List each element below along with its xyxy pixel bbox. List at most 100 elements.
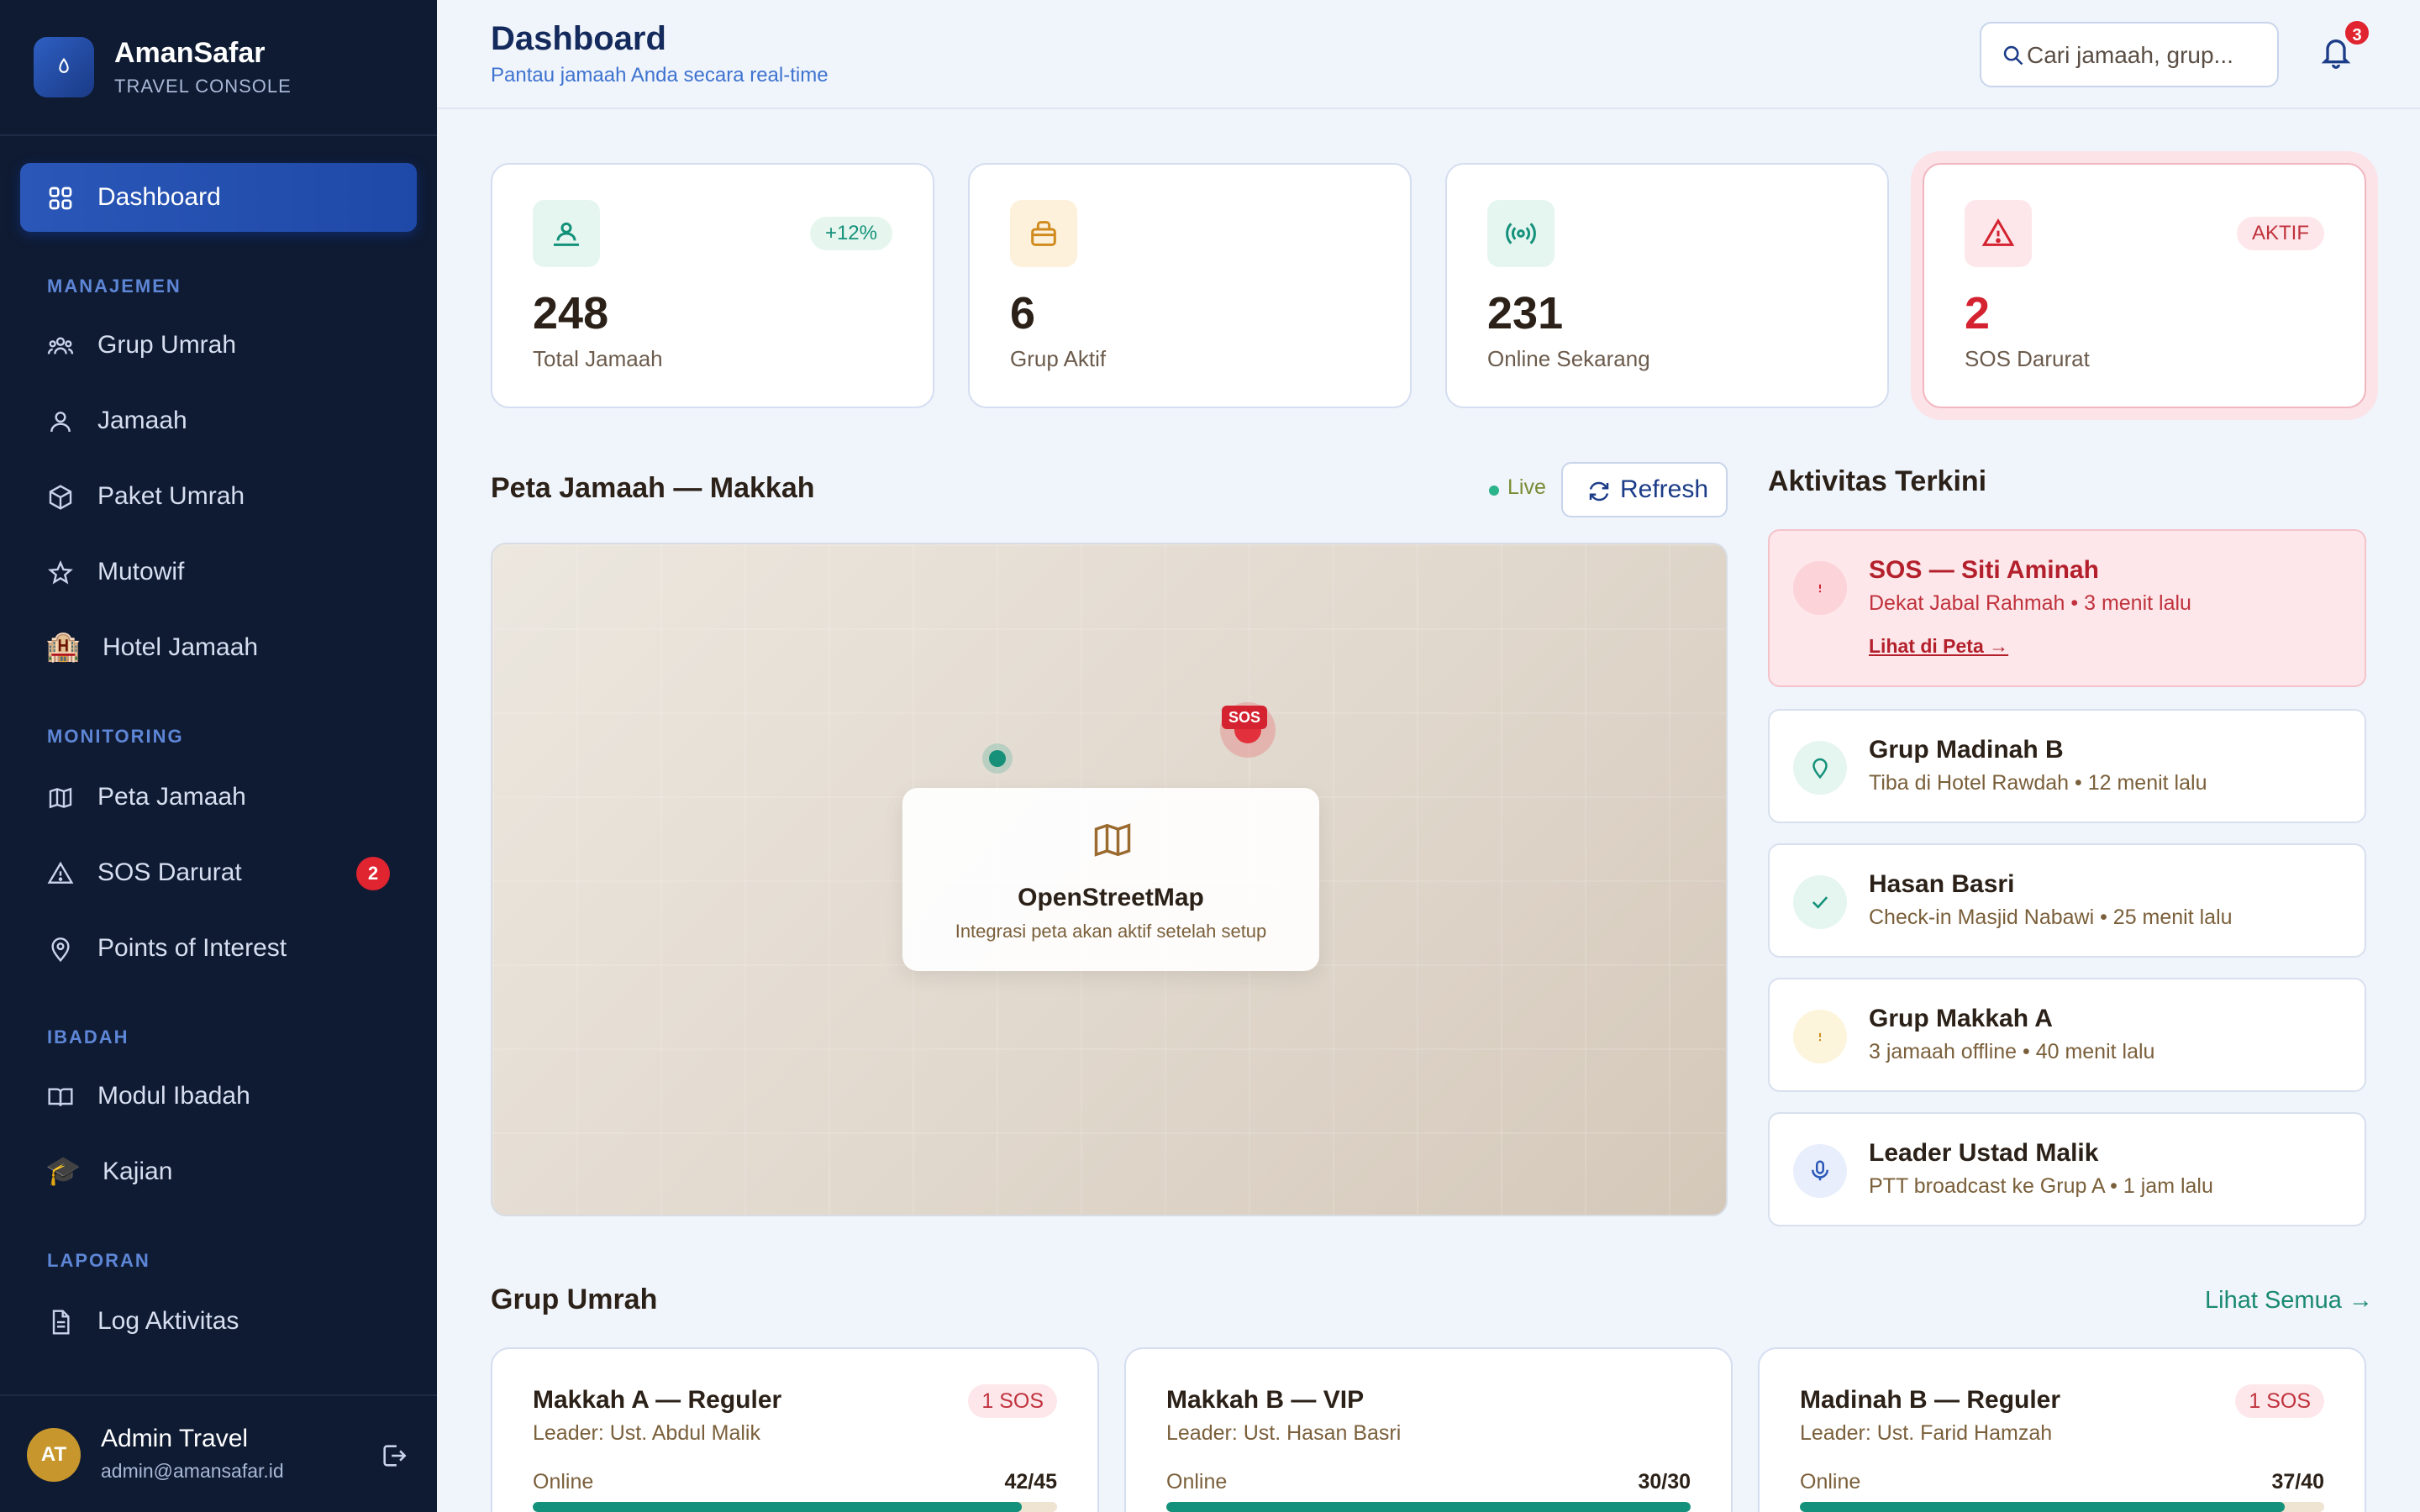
online-progress-fill (1800, 1502, 2286, 1512)
stat-label: Grup Aktif (1010, 346, 1107, 371)
sidebar-item-label: Mutowif (97, 558, 185, 585)
sidebar-item-label: Hotel Jamaah (103, 633, 259, 661)
activity-subtitle: Tiba di Hotel Rawdah • 12 menit lalu (1869, 771, 2207, 795)
group-card[interactable]: Makkah A — Reguler Leader: Ust. Abdul Ma… (491, 1347, 1099, 1512)
sidebar-item-points-of-interest[interactable]: Points of Interest (20, 914, 417, 983)
brand-title: AmanSafar (114, 37, 266, 69)
activity-subtitle: Dekat Jabal Rahmah • 3 menit lalu (1869, 591, 2191, 615)
online-progress-bar (1166, 1502, 1691, 1512)
search-box[interactable] (1980, 22, 2279, 87)
microphone-icon (1793, 1144, 1847, 1198)
document-icon (47, 1309, 74, 1336)
map-card-subtitle: Integrasi peta akan aktif setelah setup (955, 921, 1267, 942)
bell-icon[interactable] (2319, 34, 2353, 71)
stat-card-total-jamaah[interactable]: +12% 248 Total Jamaah (491, 163, 934, 408)
stat-value: 2 (1965, 288, 1991, 339)
stat-card-sos-darurat[interactable]: AKTIF 2 SOS Darurat (1923, 163, 2366, 408)
group-card[interactable]: Makkah B — VIP Leader: Ust. Hasan Basri … (1124, 1347, 1733, 1512)
sidebar-item-sos-darurat[interactable]: SOS Darurat 2 (20, 838, 417, 907)
map-icon (1091, 818, 1134, 862)
sidebar-item-peta-jamaah[interactable]: Peta Jamaah (20, 763, 417, 832)
bag-icon (1010, 200, 1077, 267)
page-subtitle: Pantau jamaah Anda secara real-time (491, 64, 829, 87)
search-input[interactable] (2027, 35, 2270, 76)
user-icon (47, 408, 74, 435)
location-pin-icon (47, 936, 74, 963)
brand[interactable]: AmanSafar TRAVEL CONSOLE (34, 37, 403, 99)
sidebar-item-kajian[interactable]: 🎓 Kajian (20, 1137, 417, 1206)
brand-logo-icon (34, 37, 94, 97)
stat-label: SOS Darurat (1965, 346, 2090, 371)
sidebar-item-label: Log Aktivitas (97, 1307, 239, 1335)
sidebar-item-label: SOS Darurat (97, 858, 242, 886)
sidebar-item-hotel-jamaah[interactable]: 🏨 Hotel Jamaah (20, 613, 417, 682)
sidebar-item-mutowif[interactable]: Mutowif (20, 538, 417, 606)
online-label: Online (1800, 1470, 1861, 1494)
sidebar: AmanSafar TRAVEL CONSOLE Dashboard MANAJ… (0, 0, 437, 1512)
grid-icon (47, 185, 74, 212)
alert-icon (1793, 1010, 1847, 1063)
sidebar-item-label: Points of Interest (97, 934, 287, 962)
stat-value: 231 (1487, 288, 1564, 339)
jamaah-marker[interactable] (982, 743, 1013, 774)
online-count: 37/40 (2271, 1470, 2324, 1494)
online-count: 30/30 (1638, 1470, 1691, 1494)
search-icon (2002, 44, 2027, 69)
activity-item[interactable]: Leader Ustad Malik PTT broadcast ke Grup… (1768, 1112, 2366, 1226)
activity-title: Grup Madinah B (1869, 736, 2064, 764)
stat-card-grup-aktif[interactable]: 6 Grup Aktif (968, 163, 1412, 408)
view-on-map-link[interactable]: Lihat di Peta → (1869, 635, 2009, 657)
activity-item[interactable]: Grup Madinah B Tiba di Hotel Rawdah • 12… (1768, 709, 2366, 823)
refresh-button[interactable]: Refresh (1561, 462, 1728, 517)
sidebar-item-paket-umrah[interactable]: Paket Umrah (20, 462, 417, 531)
sidebar-item-label: Dashboard (97, 183, 221, 211)
group-card[interactable]: Madinah B — Reguler Leader: Ust. Farid H… (1758, 1347, 2366, 1512)
avatar[interactable]: AT (27, 1428, 81, 1482)
user-group-icon (533, 200, 600, 267)
divider (0, 1394, 437, 1396)
divider (0, 134, 437, 136)
sidebar-item-dashboard[interactable]: Dashboard (20, 163, 417, 232)
stat-card-online-sekarang[interactable]: 231 Online Sekarang (1445, 163, 1889, 408)
package-icon (47, 484, 74, 511)
graduation-cap-icon: 🎓 (45, 1155, 82, 1187)
user-email: admin@amansafar.id (101, 1460, 284, 1482)
sidebar-item-label: Grup Umrah (97, 331, 237, 359)
logout-icon[interactable] (380, 1441, 410, 1472)
sidebar-item-log-aktivitas[interactable]: Log Aktivitas (20, 1287, 417, 1356)
location-pin-icon (1793, 741, 1847, 795)
sidebar-item-label: Kajian (103, 1158, 173, 1185)
alert-icon (1793, 561, 1847, 615)
stat-label: Online Sekarang (1487, 346, 1650, 371)
see-all-link[interactable]: Lihat Semua → (2205, 1287, 2373, 1314)
sos-count-badge: 2 (356, 857, 390, 890)
activity-title: Leader Ustad Malik (1869, 1139, 2099, 1167)
page-title: Dashboard (491, 20, 666, 57)
top-header: Dashboard Pantau jamaah Anda secara real… (437, 0, 2420, 109)
activity-item[interactable]: Grup Makkah A 3 jamaah offline • 40 meni… (1768, 978, 2366, 1092)
sidebar-item-modul-ibadah[interactable]: Modul Ibadah (20, 1062, 417, 1131)
section-manajemen: MANAJEMEN (47, 276, 182, 297)
activity-subtitle: Check-in Masjid Nabawi • 25 menit lalu (1869, 906, 2233, 929)
hotel-icon: 🏨 (45, 631, 82, 663)
map-section-title: Peta Jamaah — Makkah (491, 472, 815, 504)
refresh-icon (1586, 479, 1612, 504)
activity-item[interactable]: Hasan Basri Check-in Masjid Nabawi • 25 … (1768, 843, 2366, 958)
online-label: Online (533, 1470, 594, 1494)
activity-title: Hasan Basri (1869, 870, 2015, 898)
group-name: Makkah B — VIP (1166, 1386, 1365, 1414)
sidebar-item-label: Paket Umrah (97, 482, 245, 510)
map-canvas[interactable]: SOS OpenStreetMap Integrasi peta akan ak… (491, 543, 1728, 1216)
sidebar-item-grup-umrah[interactable]: Grup Umrah (20, 311, 417, 380)
star-icon (47, 559, 74, 586)
map-icon (47, 785, 74, 811)
online-progress-bar (533, 1502, 1057, 1512)
section-laporan: LAPORAN (47, 1250, 150, 1271)
warning-icon (1965, 200, 2032, 267)
activity-subtitle: PTT broadcast ke Grup A • 1 jam lalu (1869, 1174, 2213, 1198)
activity-section-title: Aktivitas Terkini (1768, 465, 1987, 497)
sidebar-item-jamaah[interactable]: Jamaah (20, 386, 417, 455)
online-count: 42/45 (1004, 1470, 1057, 1494)
activity-item-sos[interactable]: SOS — Siti Aminah Dekat Jabal Rahmah • 3… (1768, 529, 2366, 687)
broadcast-icon (1487, 200, 1555, 267)
